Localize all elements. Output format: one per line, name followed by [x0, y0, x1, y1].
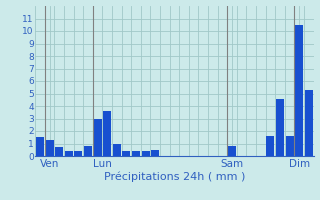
Bar: [93, 118, 102, 156]
Bar: [141, 151, 150, 156]
X-axis label: Précipitations 24h ( mm ): Précipitations 24h ( mm ): [104, 172, 245, 182]
Bar: [36, 137, 44, 156]
Bar: [74, 151, 83, 156]
Bar: [65, 151, 73, 156]
Bar: [266, 136, 275, 156]
Bar: [305, 90, 313, 156]
Bar: [103, 111, 111, 156]
Bar: [55, 147, 63, 156]
Bar: [295, 25, 303, 156]
Bar: [228, 146, 236, 156]
Bar: [84, 146, 92, 156]
Bar: [122, 151, 131, 156]
Bar: [276, 98, 284, 156]
Bar: [113, 144, 121, 156]
Bar: [151, 150, 159, 156]
Bar: [45, 140, 54, 156]
Bar: [285, 136, 294, 156]
Bar: [132, 151, 140, 156]
